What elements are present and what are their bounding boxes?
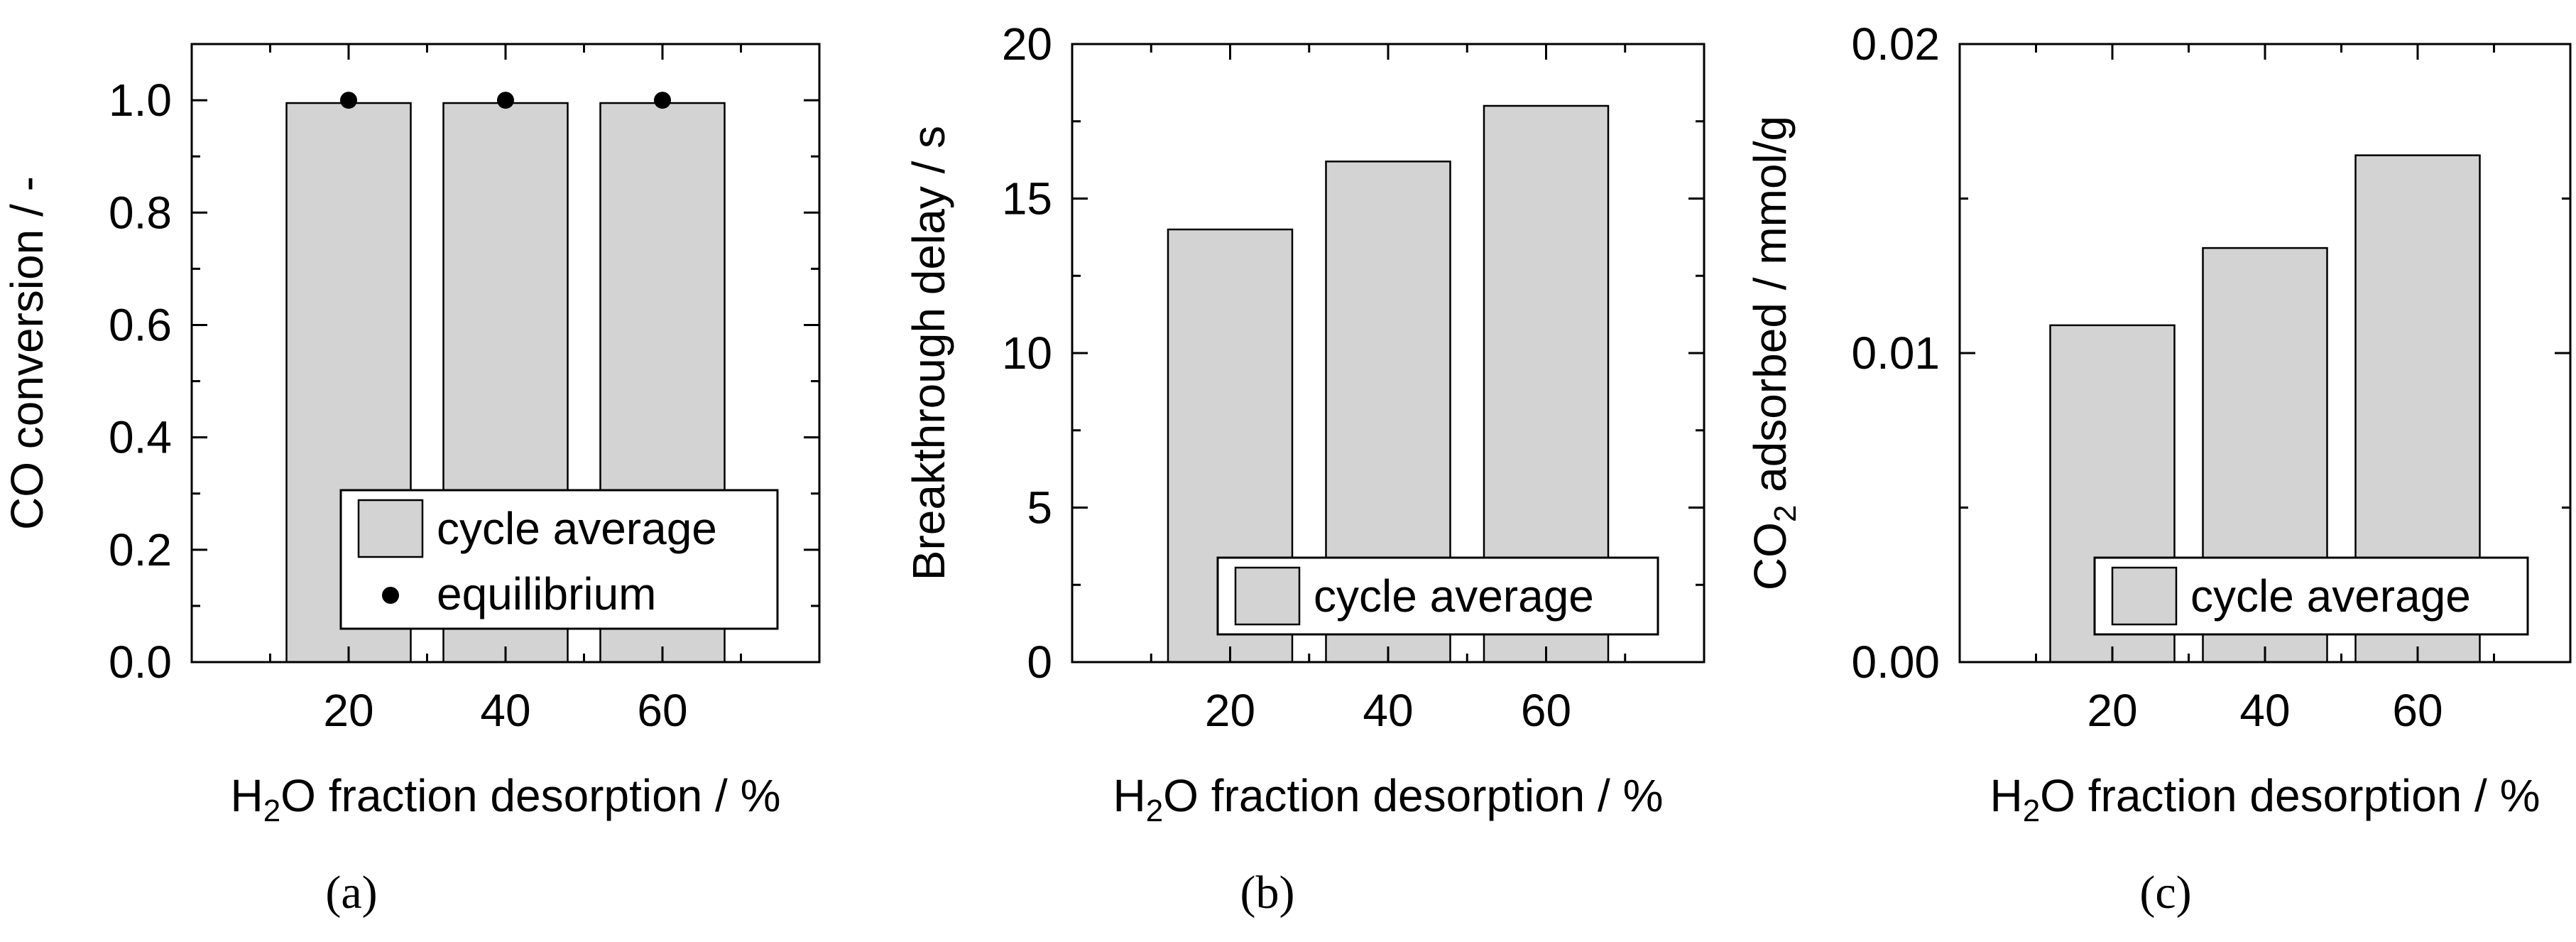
legend-label: cycle average [2190,570,2471,622]
y-axis-label: CO conversion / - [1,176,53,530]
legend-swatch-point [382,587,399,604]
y-tick-label: 0.0 [109,637,172,688]
x-label-subscript: 2 [1146,794,1163,828]
x-tick-label: 60 [2392,685,2443,736]
y-tick-label: 10 [1002,327,1052,379]
x-label-main: H [1113,770,1145,821]
y-tick-label: 0.6 [109,299,172,350]
x-tick-label: 60 [1521,685,1571,736]
y-tick-label: 0.2 [109,524,172,575]
legend: cycle average equilibrium [339,489,779,630]
x-label-subscript: 2 [263,794,280,828]
y-label-rest: adsorbed / mmol/g [1745,116,1796,505]
x-label-rest: O fraction desorption / % [2040,770,2540,821]
y-tick-label: 15 [1002,173,1052,224]
y-tick-label: 1.0 [109,75,172,126]
x-axis-label: H2O fraction desorption / % [230,770,780,828]
legend-label: equilibrium [437,568,656,619]
legend-swatch-bar [2111,566,2178,626]
equilibrium-point-20 [340,92,357,109]
legend: cycle average [1216,556,1659,636]
x-label-rest: O fraction desorption / % [1163,770,1663,821]
panel-label: (b) [1240,867,1295,919]
y-tick-label: 5 [1027,482,1052,534]
x-label-main: H [1990,770,2022,821]
y-label-main: Breakthrough delay / s [903,126,954,580]
x-tick-label: 40 [1363,685,1413,736]
y-label-subscript: 2 [1768,505,1803,522]
y-tick-label: 20 [1002,18,1052,70]
y-axis-label: CO2 adsorbed / mmol/g [1745,116,1803,590]
legend-swatch-bar [1234,566,1301,626]
equilibrium-point-40 [497,92,514,109]
legend: cycle average [2093,556,2529,636]
x-axis-label: H2O fraction desorption / % [1113,770,1663,828]
y-tick-label: 0.4 [109,412,172,463]
x-tick-label: 20 [1205,685,1255,736]
chart-panel-a: 0.0 0.2 0.4 0.6 0.8 1.0 20 40 60 H2O fraction des… [1,43,821,919]
x-tick-label: 60 [637,685,687,736]
y-axis-label: Breakthrough delay / s [903,126,954,580]
panel-label: (c) [2139,867,2191,919]
y-tick-label: 0.00 [1851,637,1940,688]
y-tick-label: 0 [1027,637,1052,688]
x-tick-label: 40 [2239,685,2290,736]
equilibrium-point-60 [654,92,671,109]
chart-panel-b: 0 5 10 15 20 20 40 60 H2O fraction desorption / … [903,18,1705,919]
x-tick-label: 20 [323,685,373,736]
x-label-main: H [230,770,263,821]
y-label-main: CO conversion / - [1,176,53,530]
x-label-rest: O fraction desorption / % [280,770,780,821]
y-label-main: CO [1745,522,1796,590]
x-tick-label: 40 [480,685,530,736]
y-tick-label: 0.02 [1851,18,1940,70]
y-tick-label: 0.01 [1851,327,1940,379]
legend-swatch-bar [357,499,424,558]
x-label-subscript: 2 [2023,794,2040,828]
x-axis-label: H2O fraction desorption / % [1990,770,2540,828]
legend-label: cycle average [437,503,717,554]
panel-label: (a) [325,867,377,919]
legend-label: cycle average [1314,570,1594,622]
x-tick-label: 20 [2087,685,2137,736]
y-tick-label: 0.8 [109,187,172,238]
